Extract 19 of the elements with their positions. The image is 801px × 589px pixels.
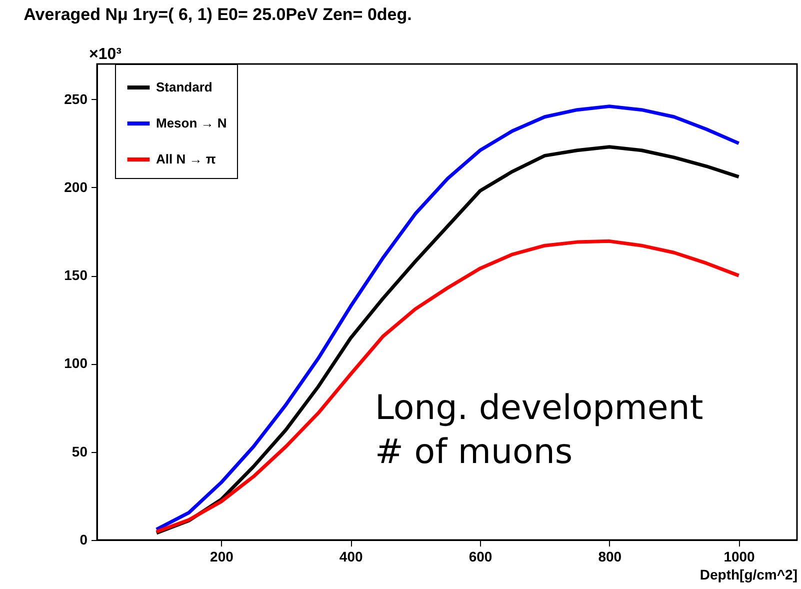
y-tick-label: 150: [64, 267, 88, 284]
line-series: [154, 239, 741, 534]
x-tick-label: 800: [598, 548, 622, 564]
y-tick-label: 100: [64, 355, 88, 372]
y-tick-label: 200: [64, 178, 88, 195]
annotation: Long. development # of muons: [375, 388, 704, 472]
legend-label: All N → π: [156, 152, 216, 166]
x-tick-label: 1000: [724, 548, 756, 564]
legend-label: Meson → N: [156, 116, 227, 130]
x-tick-label: 600: [468, 548, 492, 564]
legend-label: Standard: [156, 80, 212, 94]
y-tick-label: 0: [80, 532, 88, 548]
text: ×10³: [89, 46, 122, 63]
x-axis-title: Depth[g/cm^2]: [700, 566, 798, 582]
y-tick-label: 50: [72, 443, 88, 460]
y-tick-label: 250: [64, 90, 88, 107]
x-tick-label: 200: [210, 548, 234, 564]
x-tick-label: 400: [339, 548, 363, 564]
chart-title: Averaged Nμ 1ry=( 6, 1) E0= 25.0PeV Zen= 0deg.: [24, 5, 412, 24]
